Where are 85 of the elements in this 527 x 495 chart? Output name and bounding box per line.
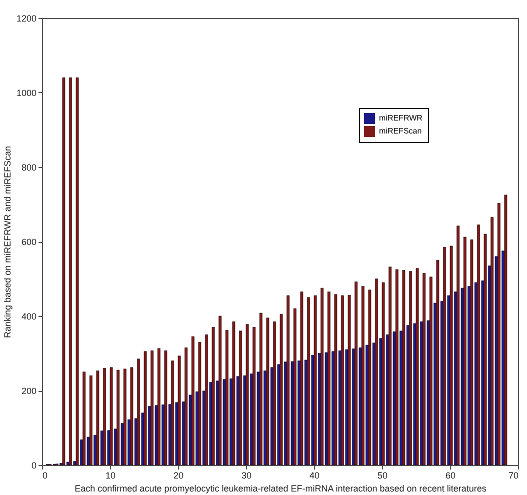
x-tick-label: 0 bbox=[42, 470, 48, 480]
bar bbox=[178, 356, 181, 466]
bar bbox=[62, 77, 66, 466]
bar bbox=[334, 294, 338, 466]
bar bbox=[96, 370, 100, 466]
bar bbox=[354, 282, 358, 466]
bar bbox=[484, 234, 487, 466]
bar bbox=[368, 290, 372, 466]
bar bbox=[416, 268, 419, 466]
bar bbox=[184, 348, 188, 466]
bar bbox=[89, 375, 92, 466]
x-tick-label: 70 bbox=[508, 470, 518, 480]
bar bbox=[205, 334, 208, 466]
bar bbox=[137, 358, 140, 466]
y-tick-label: 200 bbox=[21, 386, 36, 396]
y-tick-label: 1200 bbox=[16, 14, 36, 24]
y-tick-label: 600 bbox=[21, 237, 36, 247]
bar bbox=[450, 246, 453, 466]
bar bbox=[225, 330, 228, 466]
bar bbox=[490, 217, 494, 466]
bar bbox=[157, 348, 160, 466]
bar bbox=[266, 318, 270, 466]
bar bbox=[470, 239, 474, 466]
y-tick-label: 1000 bbox=[16, 88, 36, 98]
bar bbox=[259, 312, 262, 466]
bar bbox=[218, 316, 222, 466]
x-tick-label: 60 bbox=[445, 470, 456, 480]
bar bbox=[110, 367, 113, 466]
bar bbox=[320, 288, 324, 466]
x-tick-label: 10 bbox=[105, 470, 116, 480]
bar bbox=[456, 226, 460, 466]
x-tick-label: 40 bbox=[309, 470, 320, 480]
bar bbox=[422, 273, 426, 466]
x-tick-label: 20 bbox=[173, 470, 184, 480]
bar bbox=[497, 202, 500, 466]
bar bbox=[69, 77, 72, 466]
bar bbox=[130, 367, 134, 466]
bar bbox=[402, 270, 406, 466]
bar bbox=[409, 271, 412, 466]
bar bbox=[212, 327, 215, 466]
bar bbox=[429, 276, 432, 466]
bar bbox=[307, 297, 310, 466]
legend-label: miREFScan bbox=[379, 126, 422, 136]
bar bbox=[293, 308, 296, 466]
bar bbox=[314, 295, 317, 466]
bar bbox=[477, 224, 480, 466]
bar bbox=[76, 77, 79, 466]
bar bbox=[443, 246, 446, 466]
bar bbox=[103, 368, 106, 466]
bar bbox=[116, 370, 120, 466]
bar bbox=[348, 294, 351, 466]
bar bbox=[164, 350, 168, 466]
bar bbox=[150, 350, 154, 466]
bar bbox=[232, 321, 236, 466]
bar bbox=[252, 327, 256, 466]
bar bbox=[504, 194, 508, 466]
bar bbox=[436, 260, 440, 466]
x-tick-label: 30 bbox=[241, 470, 252, 480]
bar bbox=[463, 236, 466, 466]
bar bbox=[300, 292, 304, 466]
bar bbox=[239, 330, 242, 466]
bar bbox=[382, 282, 385, 466]
bar bbox=[388, 266, 392, 466]
bar bbox=[82, 372, 86, 466]
y-tick-label: 400 bbox=[21, 312, 36, 322]
x-axis-title: Each confirmed acute promyelocytic leukemia-related EF-miRNA interaction based on recent literatures bbox=[74, 484, 487, 494]
bar bbox=[123, 368, 126, 466]
x-tick-label: 50 bbox=[377, 470, 388, 480]
bar bbox=[198, 342, 202, 466]
bar bbox=[286, 295, 290, 466]
bar bbox=[191, 336, 194, 466]
bar bbox=[246, 324, 249, 466]
bar bbox=[361, 286, 364, 466]
bar bbox=[273, 321, 276, 466]
bar bbox=[171, 360, 174, 466]
bar bbox=[280, 314, 283, 466]
bar bbox=[327, 292, 330, 466]
bar bbox=[144, 351, 147, 466]
bar bbox=[395, 269, 398, 466]
y-tick-label: 0 bbox=[31, 460, 36, 470]
legend-label: miREFRWR bbox=[379, 114, 423, 122]
y-axis-title: Ranking based on miREFRWR and miREFScan bbox=[2, 146, 12, 338]
bar bbox=[341, 295, 344, 466]
bar bbox=[375, 278, 378, 466]
y-tick-label: 800 bbox=[21, 162, 36, 172]
